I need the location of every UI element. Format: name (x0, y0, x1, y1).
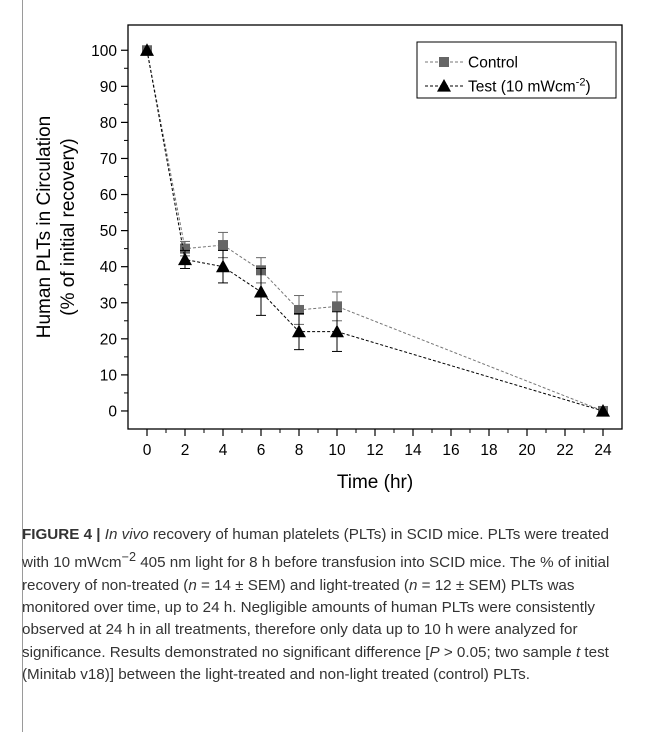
y-tick-label: 60 (100, 187, 118, 204)
caption-text-1: recovery of human platelets (PLTs) in SC… (22, 526, 609, 572)
caption-text-3: = 14 ± SEM) and light-treated ( (196, 576, 409, 594)
legend-label-superscript: -2 (576, 77, 586, 89)
y-tick-label: 50 (100, 223, 118, 240)
legend-label-test: Test (10 mWcm-2) (468, 77, 591, 96)
x-tick-label: 20 (518, 442, 536, 459)
series-test (140, 43, 610, 417)
caption-italic-p: P (429, 643, 440, 661)
caption-text-6: test (Minitab v18)] between the light-tr… (22, 643, 609, 683)
data-point (254, 284, 268, 298)
y-tick-label: 10 (100, 367, 118, 384)
legend-box (416, 41, 617, 99)
y-tick-label: 40 (100, 259, 118, 276)
x-tick-label: 12 (366, 442, 383, 459)
x-axis-label: Time (hr) (337, 472, 413, 493)
y-tick-label: 0 (108, 403, 117, 420)
legend-square-marker (439, 57, 449, 67)
series-line (146, 50, 604, 412)
y-tick-label: 90 (100, 79, 118, 96)
data-point (292, 324, 306, 338)
x-tick-label: 16 (442, 442, 459, 459)
x-tick-label: 10 (328, 442, 346, 459)
data-point (330, 324, 344, 338)
legend-label-text: Test (10 mWcm (468, 79, 576, 96)
legend: Control Test (10 mWcm-2) (416, 41, 617, 99)
data-point (596, 403, 610, 417)
caption-italic-invivo: In vivo (104, 526, 149, 543)
y-axis-label-line2: (% of initial recovery) (58, 138, 79, 315)
data-point (140, 43, 154, 56)
caption-superscript: −2 (121, 550, 137, 565)
y-tick-label: 80 (100, 115, 118, 132)
y-tick-label: 100 (91, 43, 117, 60)
data-point (332, 301, 342, 312)
x-tick-label: 8 (295, 442, 304, 459)
legend-label-tail: ) (585, 79, 590, 96)
data-point (178, 252, 192, 266)
caption-italic-t: t (575, 643, 581, 661)
x-tick-label: 6 (257, 442, 266, 459)
data-point (218, 240, 228, 251)
caption-text-5: > 0.05; two sample (439, 643, 576, 661)
figure-label: FIGURE 4 | (22, 526, 101, 543)
y-tick-label: 70 (100, 151, 118, 168)
x-tick-label: 0 (143, 442, 152, 459)
x-tick-label: 24 (594, 442, 612, 459)
caption-text-4: = 12 ± SEM) PLTs was monitored over time… (22, 576, 595, 661)
figure-frame (22, 0, 654, 732)
chart: 0 2 4 6 8 10 12 14 16 18 20 22 240102030405060708090… (34, 24, 623, 493)
caption-italic-n1: n (188, 576, 197, 594)
x-tick-label: 22 (556, 442, 573, 459)
y-tick-label: 20 (100, 331, 118, 348)
caption-italic-n2: n (408, 576, 418, 594)
legend-label-control: Control (468, 55, 518, 72)
y-tick-label: 30 (100, 295, 118, 312)
series-line (146, 50, 604, 412)
legend-triangle-marker (437, 79, 451, 92)
x-tick-label: 18 (480, 442, 497, 459)
caption-text-2: 405 nm light for 8 h before transfusion … (22, 554, 610, 594)
x-tick-label: 2 (181, 442, 190, 459)
y-axis-label-line1: Human PLTs in Circulation (34, 116, 55, 338)
x-tick-label: 14 (404, 442, 422, 459)
x-tick-label: 4 (219, 442, 228, 459)
legend-label-text: Control (468, 55, 518, 72)
data-point (216, 259, 230, 273)
series-control (142, 45, 608, 416)
data-point (294, 304, 304, 315)
data-point (180, 243, 190, 254)
figure-caption: FIGURE 4 | In vivo recovery of human pla… (22, 524, 634, 686)
